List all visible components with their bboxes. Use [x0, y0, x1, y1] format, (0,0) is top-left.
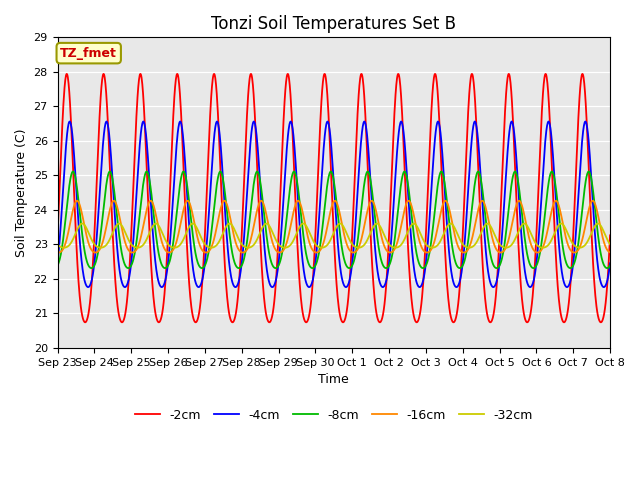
-2cm: [300, 315, 308, 321]
-32cm: [594, 221, 602, 227]
-4cm: [97, 174, 104, 180]
-32cm: [97, 245, 104, 251]
-32cm: [60, 245, 68, 251]
-8cm: [300, 236, 308, 241]
-8cm: [604, 265, 611, 271]
-4cm: [119, 283, 127, 288]
Line: -8cm: -8cm: [58, 171, 610, 268]
-8cm: [97, 231, 104, 237]
Line: -4cm: -4cm: [58, 121, 610, 287]
-8cm: [310, 265, 317, 271]
-2cm: [606, 232, 614, 238]
-2cm: [97, 95, 104, 100]
-32cm: [310, 239, 317, 244]
Legend: -2cm, -4cm, -8cm, -16cm, -32cm: -2cm, -4cm, -8cm, -16cm, -32cm: [130, 404, 538, 427]
-2cm: [597, 319, 605, 325]
-16cm: [369, 198, 376, 204]
Title: Tonzi Soil Temperatures Set B: Tonzi Soil Temperatures Set B: [211, 15, 456, 33]
-16cm: [289, 215, 296, 220]
-32cm: [289, 240, 296, 245]
-4cm: [369, 207, 376, 213]
-2cm: [54, 232, 61, 238]
-16cm: [54, 250, 61, 255]
-16cm: [55, 250, 63, 255]
-16cm: [119, 232, 127, 238]
-2cm: [369, 264, 376, 270]
-2cm: [119, 318, 127, 324]
-4cm: [300, 267, 308, 273]
-8cm: [69, 168, 77, 174]
-16cm: [310, 249, 317, 254]
-8cm: [606, 263, 614, 268]
-4cm: [54, 260, 61, 266]
-16cm: [606, 250, 614, 255]
-16cm: [97, 245, 104, 251]
X-axis label: Time: Time: [319, 373, 349, 386]
-8cm: [119, 256, 127, 262]
Text: TZ_fmet: TZ_fmet: [60, 47, 117, 60]
-8cm: [54, 263, 61, 268]
-4cm: [66, 119, 74, 124]
-32cm: [54, 241, 61, 247]
Y-axis label: Soil Temperature (C): Soil Temperature (C): [15, 128, 28, 257]
-32cm: [369, 226, 376, 232]
-4cm: [289, 124, 296, 130]
-16cm: [300, 215, 308, 220]
-2cm: [63, 71, 70, 77]
-2cm: [310, 264, 317, 270]
-32cm: [119, 225, 127, 231]
-4cm: [600, 284, 607, 290]
Line: -16cm: -16cm: [58, 201, 610, 252]
Line: -2cm: -2cm: [58, 74, 610, 322]
-8cm: [369, 190, 376, 196]
-8cm: [289, 172, 296, 178]
-4cm: [310, 273, 317, 278]
-32cm: [606, 241, 614, 247]
-2cm: [289, 125, 296, 131]
-4cm: [606, 260, 614, 266]
-32cm: [300, 221, 308, 227]
Line: -32cm: -32cm: [58, 224, 610, 248]
-16cm: [589, 198, 596, 204]
